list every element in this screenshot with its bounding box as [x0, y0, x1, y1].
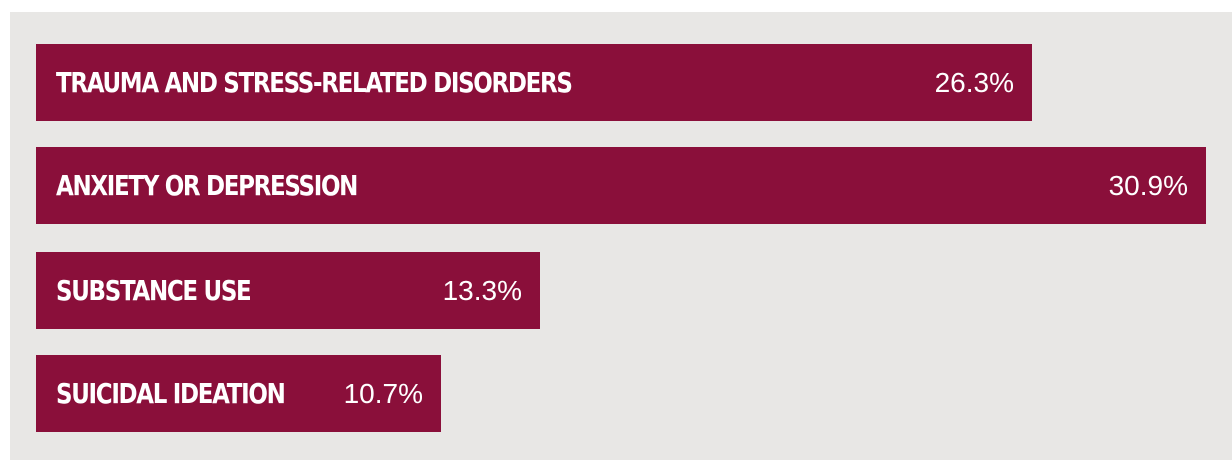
bar-label: SUBSTANCE USE	[56, 274, 252, 307]
bar-value-label: 30.9%	[1108, 170, 1188, 201]
bar-label: SUICIDAL IDEATION	[56, 377, 286, 410]
bar-suicidal-ideation: SUICIDAL IDEATION 10.7%	[36, 355, 441, 432]
bar-trauma-and-stress-related-disorders: TRAUMA AND STRESS-RELATED DISORDERS 26.3%	[36, 44, 1032, 121]
bar-substance-use: SUBSTANCE USE 13.3%	[36, 252, 540, 329]
bar-value-label: 26.3%	[934, 67, 1014, 98]
bar-label: ANXIETY OR DEPRESSION	[56, 169, 358, 202]
bar-value-label: 13.3%	[442, 275, 522, 306]
bar-label: TRAUMA AND STRESS-RELATED DISORDERS	[56, 66, 573, 99]
bar-anxiety-or-depression: ANXIETY OR DEPRESSION 30.9%	[36, 147, 1206, 224]
bar-value-label: 10.7%	[343, 378, 423, 409]
